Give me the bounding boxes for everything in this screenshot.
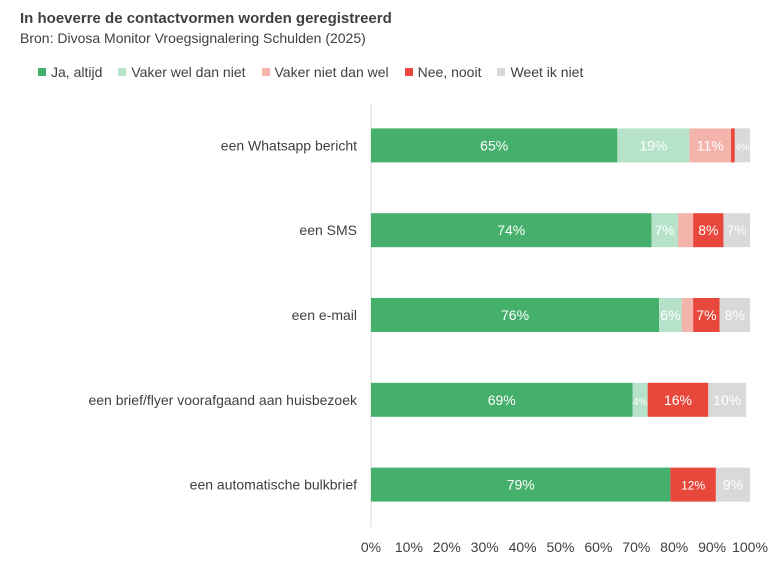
bar-segment: [647, 382, 709, 417]
data-label: 19%: [639, 137, 667, 153]
data-label: 6%: [660, 307, 680, 323]
legend-label: Vaker niet dan wel: [274, 64, 389, 80]
bar-segment: [715, 467, 750, 502]
bar-segment: [659, 298, 682, 332]
x-tick-label: 60%: [584, 539, 612, 555]
legend-label: Nee, nooit: [417, 64, 482, 80]
legend-item: Vaker wel dan niet: [118, 64, 246, 80]
data-label: 7%: [655, 222, 675, 238]
bar-segment: [693, 213, 724, 248]
category-label: een brief/flyer voorafgaand aan huisbezo…: [88, 392, 358, 408]
x-tick-label: 70%: [622, 539, 650, 555]
x-tick-label: 30%: [471, 539, 499, 555]
data-label: 12%: [681, 479, 705, 493]
bar-segment: [371, 382, 633, 417]
data-label: 79%: [507, 477, 535, 493]
legend-item: Weet ik niet: [497, 64, 583, 80]
bar-segment: [731, 128, 735, 163]
bar-segment: [693, 298, 720, 332]
data-label: 4%: [735, 142, 750, 153]
chart-subtitle: Bron: Divosa Monitor Vroegsignalering Sc…: [20, 30, 366, 46]
legend-swatch: [497, 68, 506, 76]
x-tick-label: 100%: [732, 539, 768, 555]
legend-item: Ja, altijd: [38, 64, 102, 80]
data-label: 11%: [697, 137, 724, 153]
bar-segment: [617, 128, 690, 163]
data-label: 65%: [480, 137, 508, 153]
bar-segment: [371, 213, 652, 248]
data-label: 7%: [696, 307, 716, 323]
x-tick-label: 80%: [660, 539, 688, 555]
bar-segment: [371, 128, 618, 163]
category-label: een Whatsapp bericht: [221, 137, 357, 153]
data-label: 8%: [725, 307, 745, 323]
bar-segment: [681, 298, 694, 332]
chart-legend: Ja, altijd Vaker wel dan niet Vaker niet d…: [38, 64, 599, 80]
x-tick-label: 50%: [546, 539, 574, 555]
legend-label: Ja, altijd: [51, 64, 103, 80]
data-label: 8%: [698, 222, 718, 238]
legend-swatch: [404, 68, 413, 76]
category-label: een SMS: [299, 222, 357, 238]
bar-segment: [371, 298, 660, 332]
data-label: 7%: [727, 222, 747, 238]
bar-segment: [723, 213, 750, 248]
data-label: 76%: [501, 307, 529, 323]
bar-segment: [734, 128, 750, 163]
bar-segment: [371, 467, 671, 502]
bar-segment: [651, 213, 678, 248]
data-label: 74%: [497, 222, 525, 238]
legend-item: Nee, nooit: [404, 64, 482, 80]
legend-label: Vaker wel dan niet: [131, 64, 246, 80]
x-tick-label: 20%: [433, 539, 461, 555]
bar-segment: [708, 382, 747, 417]
category-label: een automatische bulkbrief: [190, 477, 357, 493]
bar-segment: [719, 298, 750, 332]
legend-label: Weet ik niet: [510, 64, 584, 80]
legend-swatch: [118, 68, 127, 76]
x-tick-label: 40%: [509, 539, 537, 555]
category-label: een e-mail: [292, 307, 357, 323]
bar-segment: [632, 382, 648, 417]
x-tick-label: 90%: [698, 539, 726, 555]
data-label: 10%: [713, 392, 741, 408]
chart-title: In hoeverre de contactvormen worden gere…: [20, 10, 392, 27]
data-label: 16%: [664, 392, 692, 408]
x-tick-label: 10%: [395, 539, 423, 555]
bar-segment: [670, 467, 716, 502]
x-tick-label: 0%: [361, 539, 381, 555]
legend-swatch: [261, 68, 270, 76]
legend-swatch: [38, 68, 46, 76]
data-label: 4%: [633, 397, 648, 408]
bar-segment: [677, 213, 694, 248]
data-label: 9%: [723, 477, 743, 493]
bar-segment: [689, 128, 732, 163]
data-label: 69%: [488, 392, 516, 408]
legend-item: Vaker niet dan wel: [261, 64, 389, 80]
